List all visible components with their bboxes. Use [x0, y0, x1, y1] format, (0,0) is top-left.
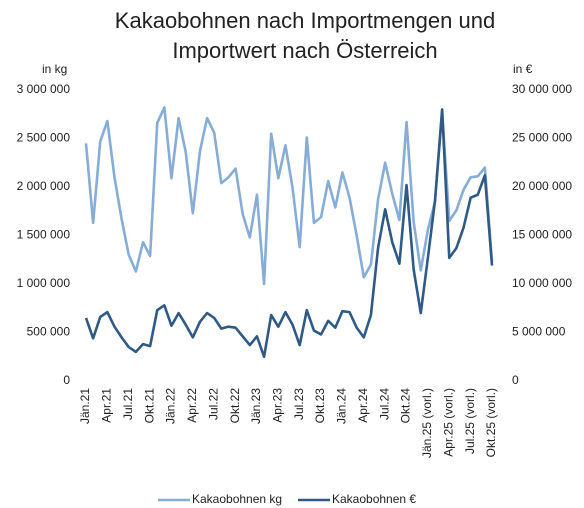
- x-tick-label: Apr.24: [356, 388, 370, 423]
- x-tick-label: Okt.21: [142, 388, 156, 424]
- x-tick-label: Apr.25 (vorl.): [441, 388, 455, 457]
- x-tick-label: Apr.23: [270, 388, 284, 423]
- y2-tick-label: 20 000 000: [512, 179, 572, 193]
- x-tick-label: Jän.22: [164, 388, 178, 424]
- x-tick-label: Okt.24: [399, 388, 413, 424]
- y-axis-label: in kg: [42, 62, 67, 76]
- x-tick-label: Okt.22: [228, 388, 242, 424]
- series-line: [84, 106, 494, 286]
- x-tick-label: Jän.24: [335, 388, 349, 424]
- y2-tick-label: 15 000 000: [512, 228, 572, 242]
- y-tick-label: 2 000 000: [17, 179, 71, 193]
- x-tick-label: Jän.23: [249, 388, 263, 424]
- y-tick-label: 1 000 000: [17, 276, 71, 290]
- y2-axis-label: in €: [513, 62, 533, 76]
- legend-label: Kakaobohnen kg: [192, 492, 282, 506]
- x-tick-label: Apr.21: [100, 388, 114, 423]
- y-tick-label: 3 000 000: [17, 82, 71, 96]
- x-tick-label: Jul.24: [377, 388, 391, 420]
- legend-label: Kakaobohnen €: [332, 492, 416, 506]
- y-tick-label: 2 500 000: [17, 131, 71, 145]
- y2-tick-label: 5 000 000: [512, 325, 566, 339]
- y-tick-label: 1 500 000: [17, 228, 71, 242]
- x-tick-label: Jul.25 (vorl.): [463, 388, 477, 454]
- y2-tick-label: 10 000 000: [512, 276, 572, 290]
- y-tick-label: 0: [63, 373, 70, 387]
- x-tick-label: Jän.25 (vorl.): [420, 388, 434, 458]
- x-tick-label: Jän.21: [78, 388, 92, 424]
- x-tick-label: Jul.22: [206, 388, 220, 420]
- y2-tick-label: 25 000 000: [512, 131, 572, 145]
- x-tick-label: Okt.25 (vorl.): [484, 388, 498, 457]
- x-tick-label: Jul.23: [292, 388, 306, 420]
- y-tick-label: 500 000: [27, 325, 71, 339]
- chart-title: Kakaobohnen nach Importmengen und Import…: [114, 8, 496, 63]
- x-tick-label: Jul.21: [121, 388, 135, 420]
- y2-tick-label: 0: [512, 373, 519, 387]
- x-tick-label: Apr.22: [185, 388, 199, 423]
- y2-tick-label: 30 000 000: [512, 82, 572, 96]
- series-line: [84, 108, 494, 359]
- x-tick-label: Okt.23: [313, 388, 327, 424]
